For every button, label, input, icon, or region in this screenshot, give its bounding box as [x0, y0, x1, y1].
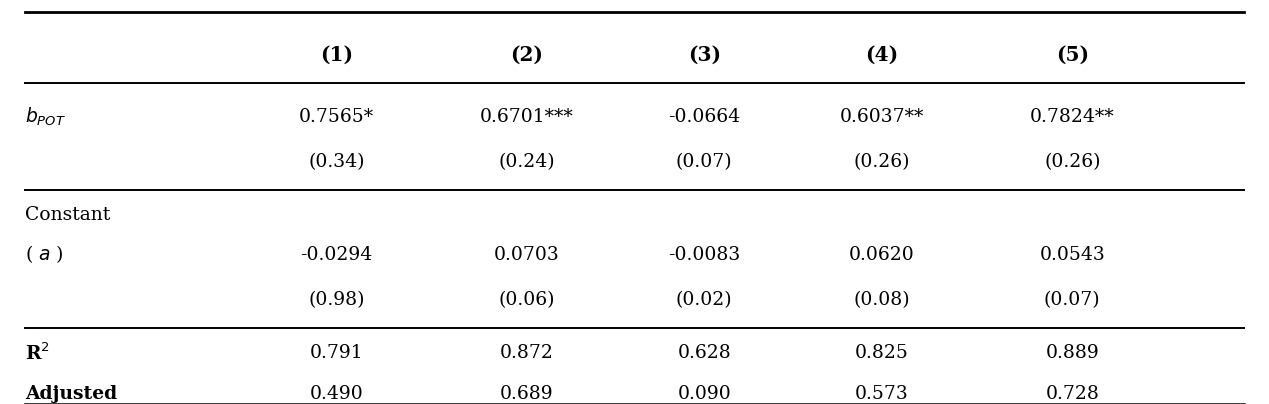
Text: (0.07): (0.07) — [1044, 291, 1100, 309]
Text: (0.98): (0.98) — [308, 291, 364, 309]
Text: R$^2$: R$^2$ — [25, 343, 51, 364]
Text: (3): (3) — [688, 44, 721, 65]
Text: (2): (2) — [510, 44, 543, 65]
Text: 0.490: 0.490 — [310, 385, 363, 403]
Text: (0.07): (0.07) — [676, 153, 732, 170]
Text: (0.24): (0.24) — [499, 153, 555, 170]
Text: 0.889: 0.889 — [1046, 345, 1099, 362]
Text: 0.689: 0.689 — [500, 385, 553, 403]
Text: (0.06): (0.06) — [499, 291, 555, 309]
Text: (0.26): (0.26) — [1044, 153, 1100, 170]
Text: 0.0703: 0.0703 — [494, 246, 560, 263]
Text: (4): (4) — [865, 44, 898, 65]
Text: -0.0664: -0.0664 — [669, 108, 740, 126]
Text: 0.825: 0.825 — [855, 345, 909, 362]
Text: (0.08): (0.08) — [854, 291, 910, 309]
Text: 0.791: 0.791 — [310, 345, 363, 362]
Text: 0.728: 0.728 — [1046, 385, 1099, 403]
Text: 0.0543: 0.0543 — [1039, 246, 1105, 263]
Text: 0.628: 0.628 — [678, 345, 731, 362]
Text: Adjusted: Adjusted — [25, 385, 118, 403]
Text: -0.0083: -0.0083 — [669, 246, 740, 263]
Text: 0.0620: 0.0620 — [849, 246, 915, 263]
Text: -0.0294: -0.0294 — [301, 246, 372, 263]
Text: 0.6701***: 0.6701*** — [480, 108, 574, 126]
Text: $b_{POT}$: $b_{POT}$ — [25, 106, 66, 128]
Text: 0.872: 0.872 — [500, 345, 553, 362]
Text: 0.7824**: 0.7824** — [1030, 108, 1114, 126]
Text: (0.34): (0.34) — [308, 153, 364, 170]
Text: (1): (1) — [320, 44, 353, 65]
Text: (0.02): (0.02) — [676, 291, 732, 309]
Text: 0.090: 0.090 — [678, 385, 731, 403]
Text: 0.6037**: 0.6037** — [840, 108, 924, 126]
Text: ( $a$ ): ( $a$ ) — [25, 244, 63, 265]
Text: Constant: Constant — [25, 206, 110, 224]
Text: 0.573: 0.573 — [855, 385, 909, 403]
Text: (5): (5) — [1056, 44, 1089, 65]
Text: 0.7565*: 0.7565* — [298, 108, 374, 126]
Text: (0.26): (0.26) — [854, 153, 910, 170]
